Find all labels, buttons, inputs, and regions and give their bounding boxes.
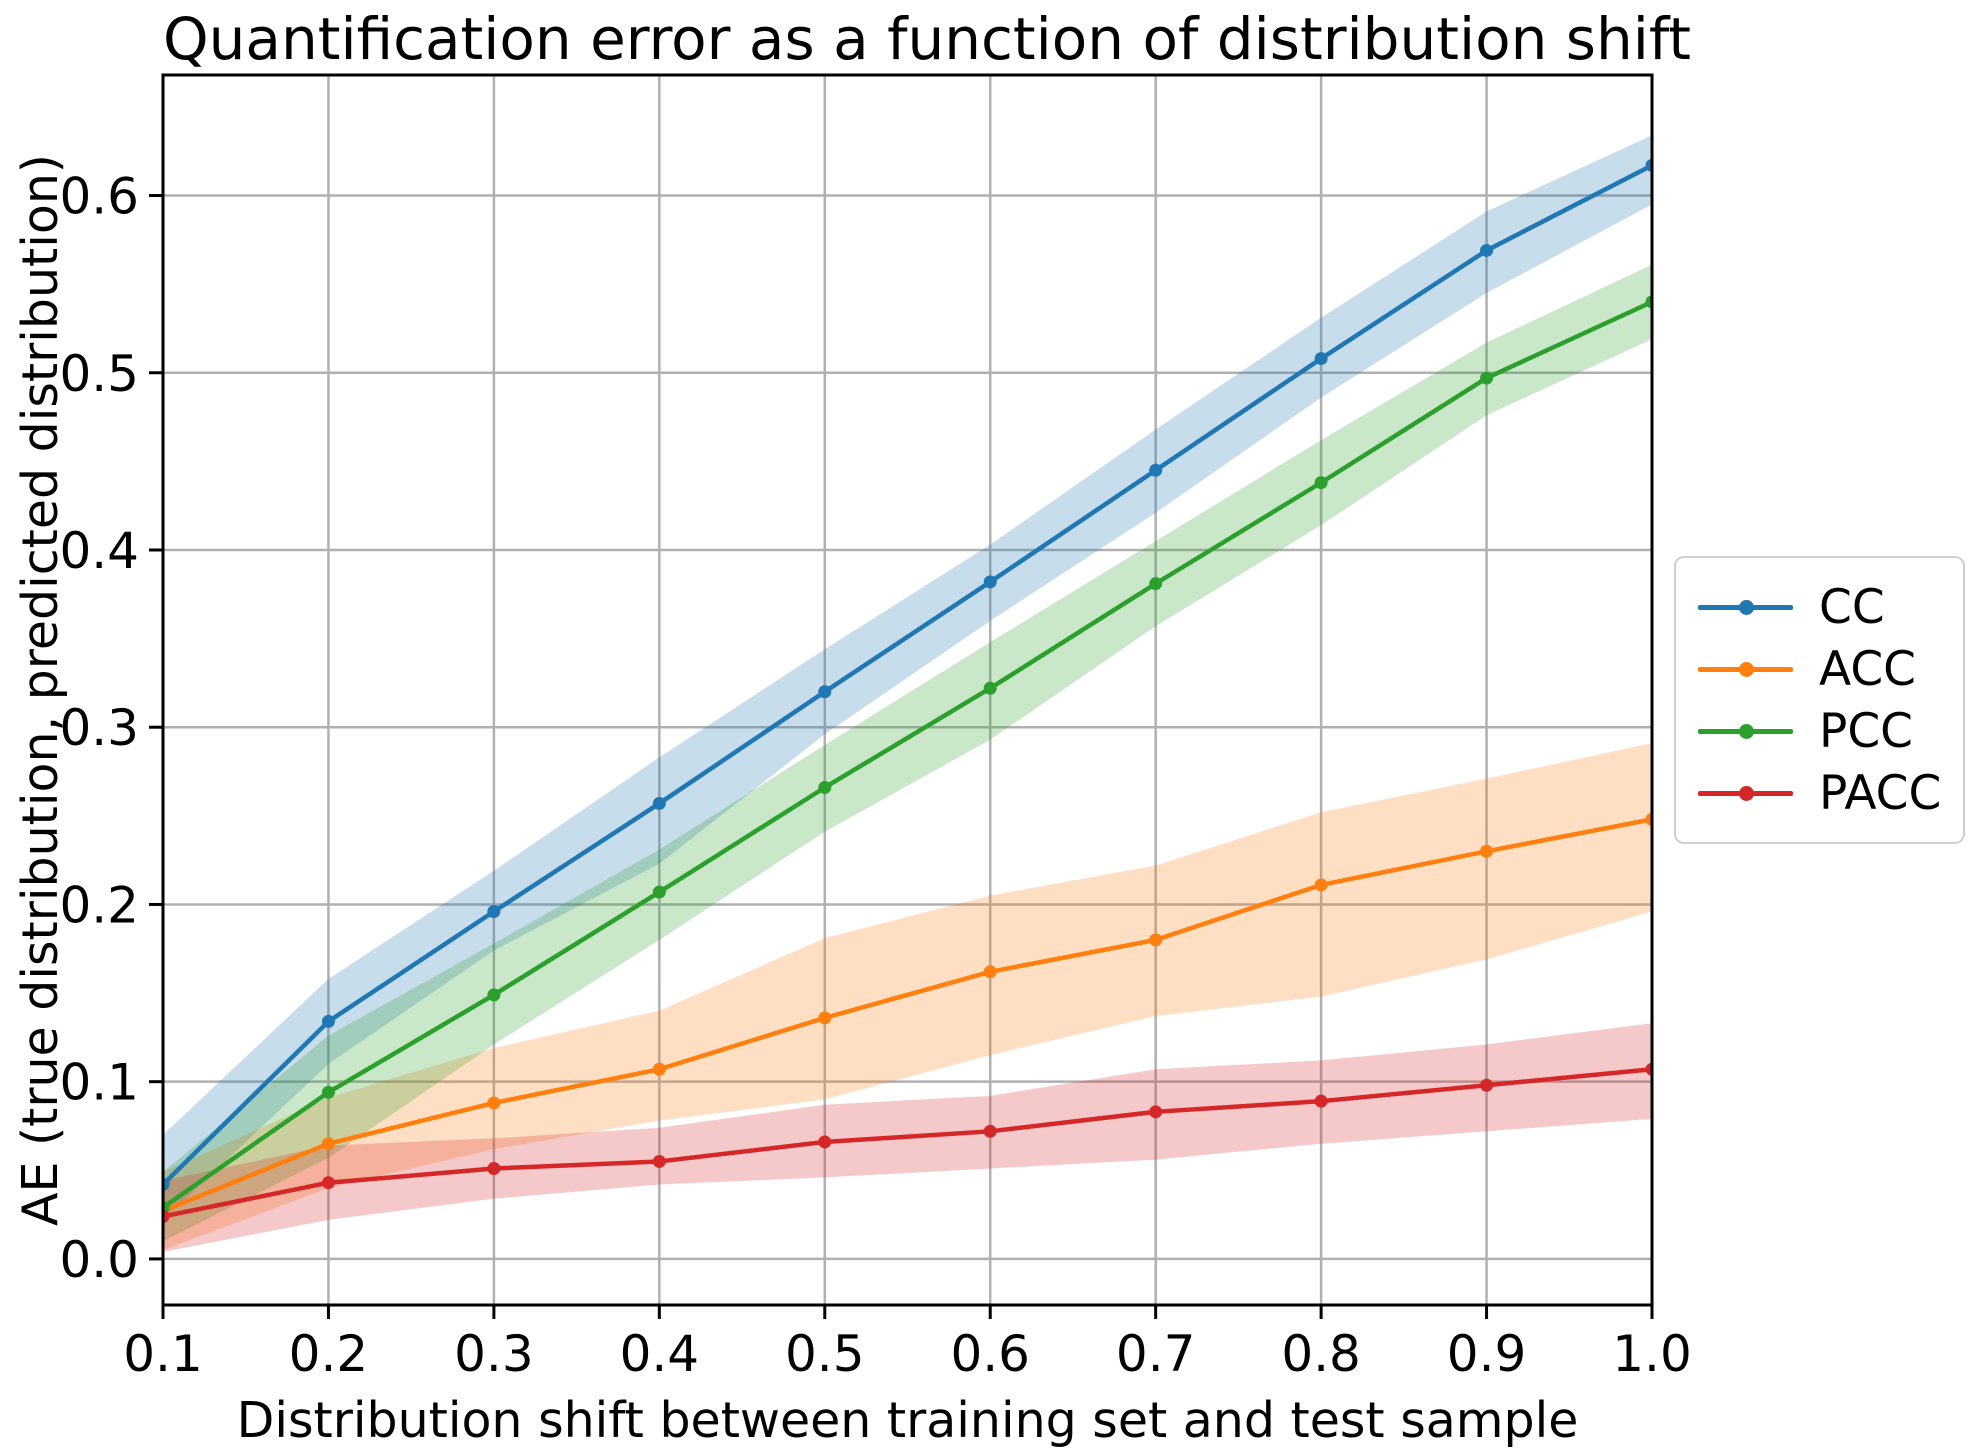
series-acc-marker [1480, 844, 1494, 858]
x-tick-label: 0.5 [785, 1325, 865, 1383]
x-axis-label: Distribution shift between training set … [236, 1392, 1579, 1449]
series-cc-marker [1314, 352, 1328, 366]
legend-item-acc: ACC [1698, 638, 1941, 700]
series-pacc-marker [818, 1135, 832, 1149]
series-cc-marker [321, 1014, 335, 1028]
series-pcc-marker [1645, 295, 1652, 309]
series-pcc-line [163, 299, 1652, 1210]
legend-marker-dot [1739, 724, 1754, 739]
legend-line-sample [1698, 785, 1793, 801]
legend-label: PACC [1819, 765, 1942, 821]
legend-line-sample [1698, 661, 1793, 677]
series-cc-marker [983, 575, 997, 589]
series-pcc-marker [1480, 371, 1494, 385]
legend-item-pcc: PCC [1698, 700, 1941, 762]
series-pcc-marker [818, 780, 832, 794]
series-acc-marker [321, 1137, 335, 1151]
legend-marker-dot [1739, 600, 1754, 615]
series-pcc-marker [983, 681, 997, 695]
y-tick-label: 0.6 [59, 168, 139, 226]
series-cc-marker [1645, 158, 1652, 172]
series-pacc-marker [163, 1209, 170, 1223]
x-tick-label: 0.4 [620, 1325, 700, 1383]
series-pacc-marker [487, 1162, 501, 1176]
x-tick-label: 0.2 [289, 1325, 369, 1383]
series-acc-marker [983, 965, 997, 979]
series-pacc-marker [652, 1154, 666, 1168]
legend-marker-dot [1739, 786, 1754, 801]
legend-label: CC [1819, 579, 1885, 635]
x-tick-label: 0.1 [123, 1325, 203, 1383]
series-pcc-marker [487, 988, 501, 1002]
series-pacc-marker [1149, 1105, 1163, 1119]
series-pacc-marker [1645, 1062, 1652, 1076]
legend-line-sample [1698, 599, 1793, 615]
series-pcc-marker [1314, 476, 1328, 490]
legend-item-pacc: PACC [1698, 762, 1941, 824]
series-acc-marker [818, 1011, 832, 1025]
x-tick-label: 0.7 [1116, 1325, 1196, 1383]
series-pcc-marker [1149, 577, 1163, 591]
series-cc-marker [818, 685, 832, 699]
y-tick-label: 0.3 [59, 699, 139, 757]
plot-area [163, 135, 1652, 1252]
series-acc-marker [1314, 878, 1328, 892]
y-axis-label: AE (true distribution, predicted distrib… [12, 153, 69, 1227]
y-tick-label: 0.4 [59, 522, 139, 580]
legend-label: PCC [1819, 703, 1913, 759]
series-pcc-marker [652, 885, 666, 899]
legend: CC ACC PCC PACC [1674, 556, 1966, 844]
x-tick-label: 0.3 [454, 1325, 534, 1383]
series-acc-marker [1645, 812, 1652, 826]
legend-line-sample [1698, 723, 1793, 739]
series-cc-line [163, 163, 1652, 1187]
series-cc-marker [652, 796, 666, 810]
x-tick-label: 0.6 [950, 1325, 1030, 1383]
series-acc-marker [487, 1096, 501, 1110]
series-cc-marker [163, 1177, 170, 1191]
series-pacc-marker [1480, 1078, 1494, 1092]
x-tick-label: 1.0 [1612, 1325, 1692, 1383]
series-cc-marker [487, 905, 501, 919]
series-acc-line [163, 817, 1652, 1214]
axes-spines [161, 73, 1654, 1307]
chart-title: Quantification error as a function of di… [163, 5, 1691, 73]
series-pacc-marker [1314, 1094, 1328, 1108]
x-tick-label: 0.9 [1447, 1325, 1527, 1383]
x-tick-label: 0.8 [1281, 1325, 1361, 1383]
series-acc-marker [652, 1062, 666, 1076]
series-pcc-marker [321, 1085, 335, 1099]
series-acc-marker [1149, 933, 1163, 947]
legend-label: ACC [1819, 641, 1916, 697]
series-pacc-line [163, 1067, 1652, 1219]
series-cc-marker [1480, 243, 1494, 257]
y-tick-label: 0.0 [59, 1231, 139, 1289]
legend-marker-dot [1739, 662, 1754, 677]
legend-item-cc: CC [1698, 576, 1941, 638]
y-tick-label: 0.2 [59, 876, 139, 934]
series-cc-band [163, 135, 1652, 1220]
series-cc-marker [1149, 463, 1163, 477]
y-tick-label: 0.5 [59, 345, 139, 403]
series-pacc-marker [321, 1176, 335, 1190]
series-pacc-marker [983, 1124, 997, 1138]
y-tick-label: 0.1 [59, 1054, 139, 1112]
